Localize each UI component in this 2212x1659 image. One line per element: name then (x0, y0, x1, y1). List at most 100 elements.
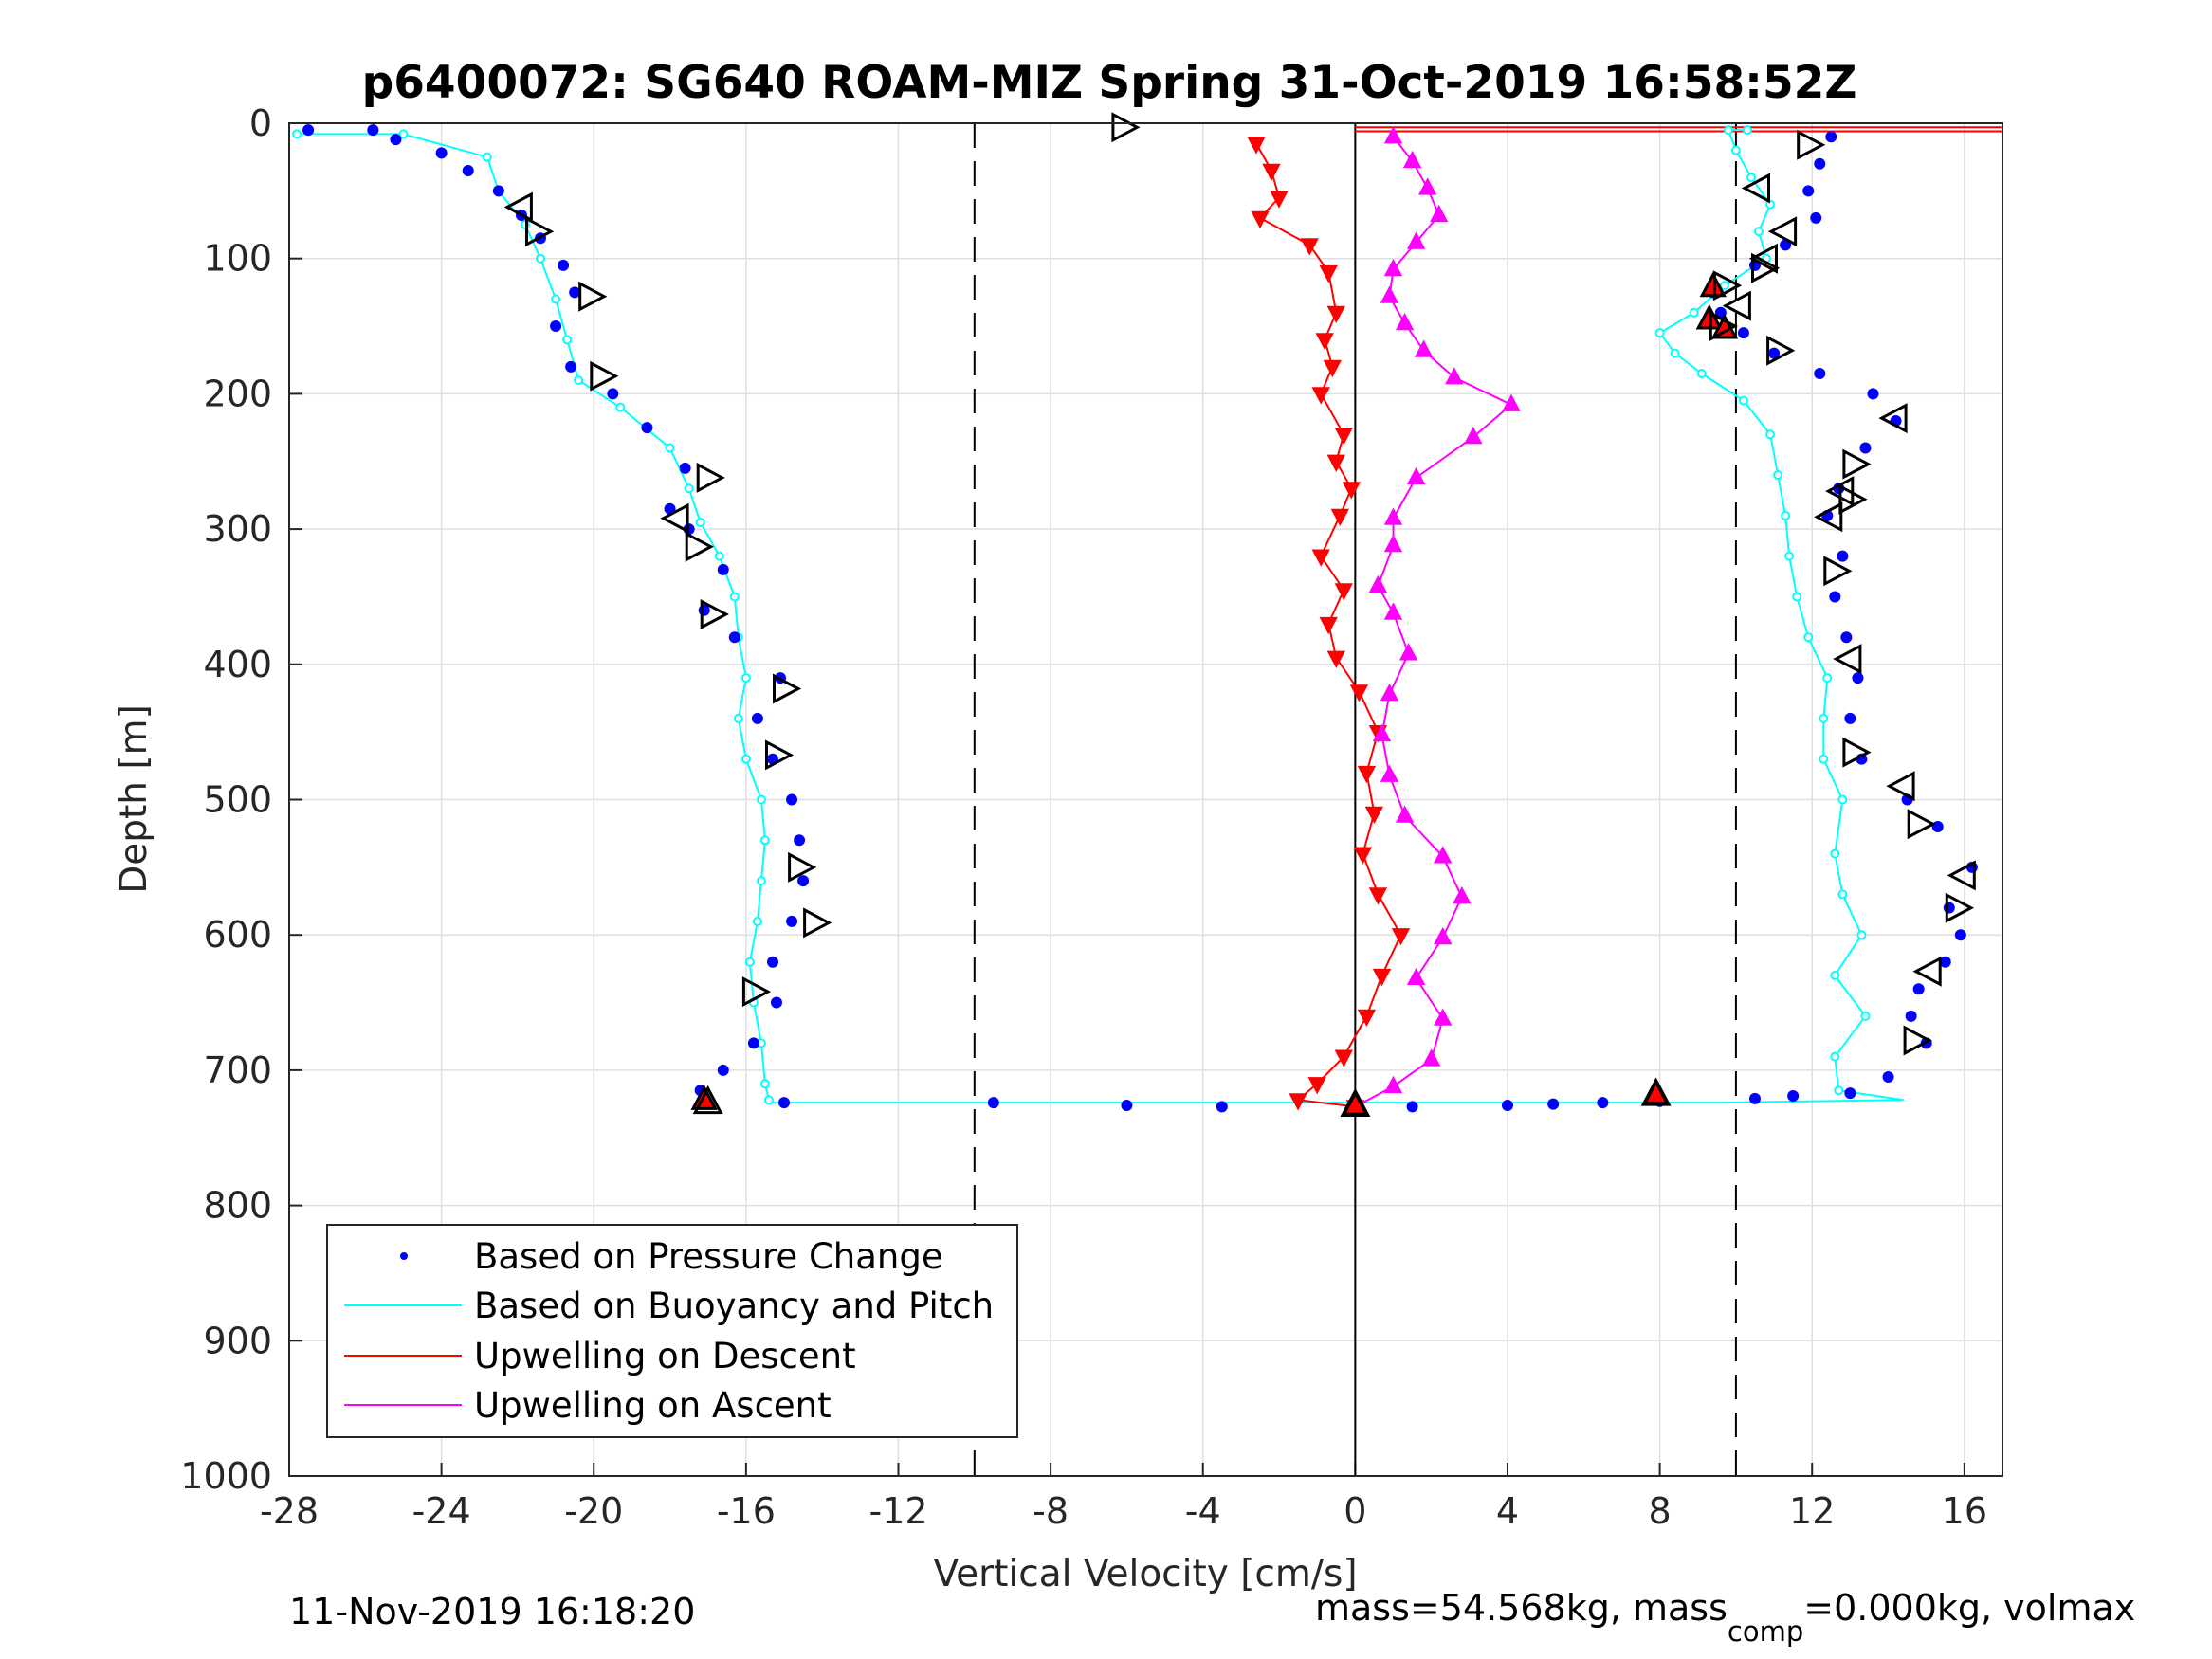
black-triangle-marker (660, 502, 689, 534)
pressure-point (794, 834, 806, 847)
pressure-point (1547, 1098, 1560, 1110)
red-event-marker (1710, 313, 1739, 339)
black-triangle-marker (1842, 448, 1872, 480)
upwelling-descent-point (1319, 264, 1338, 283)
buoyancy-point (1792, 592, 1802, 602)
upwelling-ascent-line (1354, 136, 1513, 1108)
pressure-point (1501, 1100, 1513, 1112)
x-tick-label: -16 (717, 1490, 776, 1532)
pressure-point (1931, 821, 1944, 833)
upwelling-ascent-point (1380, 285, 1399, 303)
upwelling-ascent-point (1464, 426, 1483, 445)
pressure-point (679, 462, 691, 474)
y-tick-labels: 0 100 200 300 400 500 600 700 800 900 1000 (180, 102, 272, 1497)
buoyancy-point (1860, 1011, 1871, 1021)
pressure-point (717, 563, 729, 575)
upwelling-descent-point (1315, 333, 1334, 351)
chart-title: p6400072: SG640 ROAM-MIZ Spring 31-Oct-2… (362, 57, 1857, 109)
legend-box (326, 1224, 1018, 1438)
upwelling-descent-point (1342, 482, 1361, 500)
buoyancy-point (756, 876, 766, 886)
upwelling-ascent-point (1502, 393, 1521, 411)
black-triangle-marker (525, 216, 555, 247)
pressure-point (558, 259, 570, 271)
buoyancy-point (1830, 971, 1840, 981)
black-triangle-marker (1751, 252, 1781, 283)
pressure-point (751, 712, 763, 724)
buoyancy-point (714, 551, 724, 561)
pressure-point (1939, 956, 1951, 968)
black-triangle-marker (1886, 771, 1915, 802)
pressure-point (1814, 157, 1826, 170)
pressure-point (766, 956, 778, 968)
buoyancy-point (1765, 429, 1776, 440)
upwelling-descent-point (1311, 387, 1330, 405)
black-triangle-marker (765, 739, 795, 771)
y-tick-label: 700 (203, 1049, 272, 1091)
buoyancy-point (744, 957, 755, 967)
upwelling-descent-point (1349, 684, 1369, 702)
buoyancy-point (740, 754, 751, 764)
black-triangle-marker (803, 907, 832, 939)
x-tick-label: -24 (412, 1490, 471, 1532)
upwelling-ascent-point (1434, 846, 1453, 864)
y-tick-label: 900 (203, 1320, 272, 1361)
pressure-point (1912, 983, 1925, 995)
legend-label-pressure: Based on Pressure Change (474, 1236, 943, 1277)
pressure-point (786, 915, 798, 927)
pressure-point (1802, 185, 1815, 197)
buoyancy-point (1784, 551, 1795, 561)
pressure-point (569, 286, 581, 299)
black-triangle-marker (503, 191, 533, 223)
black-triangle-marker (773, 673, 802, 704)
upwelling-ascent-point (1395, 805, 1415, 823)
upwelling-descent-point (1326, 305, 1345, 324)
buoyancy-point (1830, 848, 1840, 859)
buoyancy-point (1765, 199, 1776, 210)
upwelling-descent-point (1357, 1009, 1377, 1028)
pressure-point (1814, 367, 1826, 379)
pressure-point (302, 124, 315, 137)
y-tick-label: 300 (203, 508, 272, 550)
upwelling-descent-point (1391, 928, 1411, 946)
buoyancy-point (740, 673, 751, 684)
pressure-point (1810, 211, 1822, 224)
upwelling-ascent-point (1406, 967, 1426, 985)
black-triangle-marker (696, 462, 725, 493)
pressure-point (1859, 442, 1872, 454)
y-tick-label: 400 (203, 644, 272, 685)
footer-mass-part2: =0.000kg, volmax (1803, 1587, 2135, 1629)
black-triangle-marker (1912, 956, 1942, 987)
pressure-point (1867, 388, 1879, 400)
buoyancy-point (1781, 510, 1791, 520)
upwelling-ascent-point (1430, 204, 1449, 223)
upwelling-ascent-point (1383, 534, 1403, 553)
plot-frame (288, 122, 2003, 1477)
black-triangle-marker (1903, 1025, 1932, 1056)
pressure-point (1905, 1010, 1917, 1022)
pressure-point (1121, 1100, 1133, 1112)
upwelling-descent-point (1323, 359, 1342, 378)
pressure-point (1748, 1092, 1761, 1104)
upwelling-descent-point (1326, 454, 1345, 473)
x-tick-label: 8 (1649, 1490, 1672, 1532)
buoyancy-point (733, 713, 743, 723)
upwelling-descent-point (1262, 163, 1281, 182)
black-triangle-marker (1340, 1087, 1371, 1117)
x-tick-label: -28 (260, 1490, 319, 1532)
upwelling-descent-point (1334, 583, 1353, 601)
buoyancy-point (763, 1095, 774, 1105)
pressure-point (1406, 1101, 1418, 1113)
black-triangle-marker (1741, 173, 1770, 204)
y-tick-label: 0 (249, 102, 272, 144)
y-tick-label: 500 (203, 779, 272, 821)
upwelling-ascent-point (1445, 367, 1464, 385)
pressure-point (1943, 902, 1955, 914)
upwelling-ascent-point (1434, 926, 1453, 945)
y-tick-label: 100 (203, 238, 272, 280)
black-triangle-marker (741, 976, 772, 1008)
x-tick-label: 0 (1344, 1490, 1366, 1532)
buoyancy-point (398, 129, 409, 139)
pressure-point (1844, 1087, 1856, 1100)
buoyancy-point (1834, 1085, 1844, 1096)
